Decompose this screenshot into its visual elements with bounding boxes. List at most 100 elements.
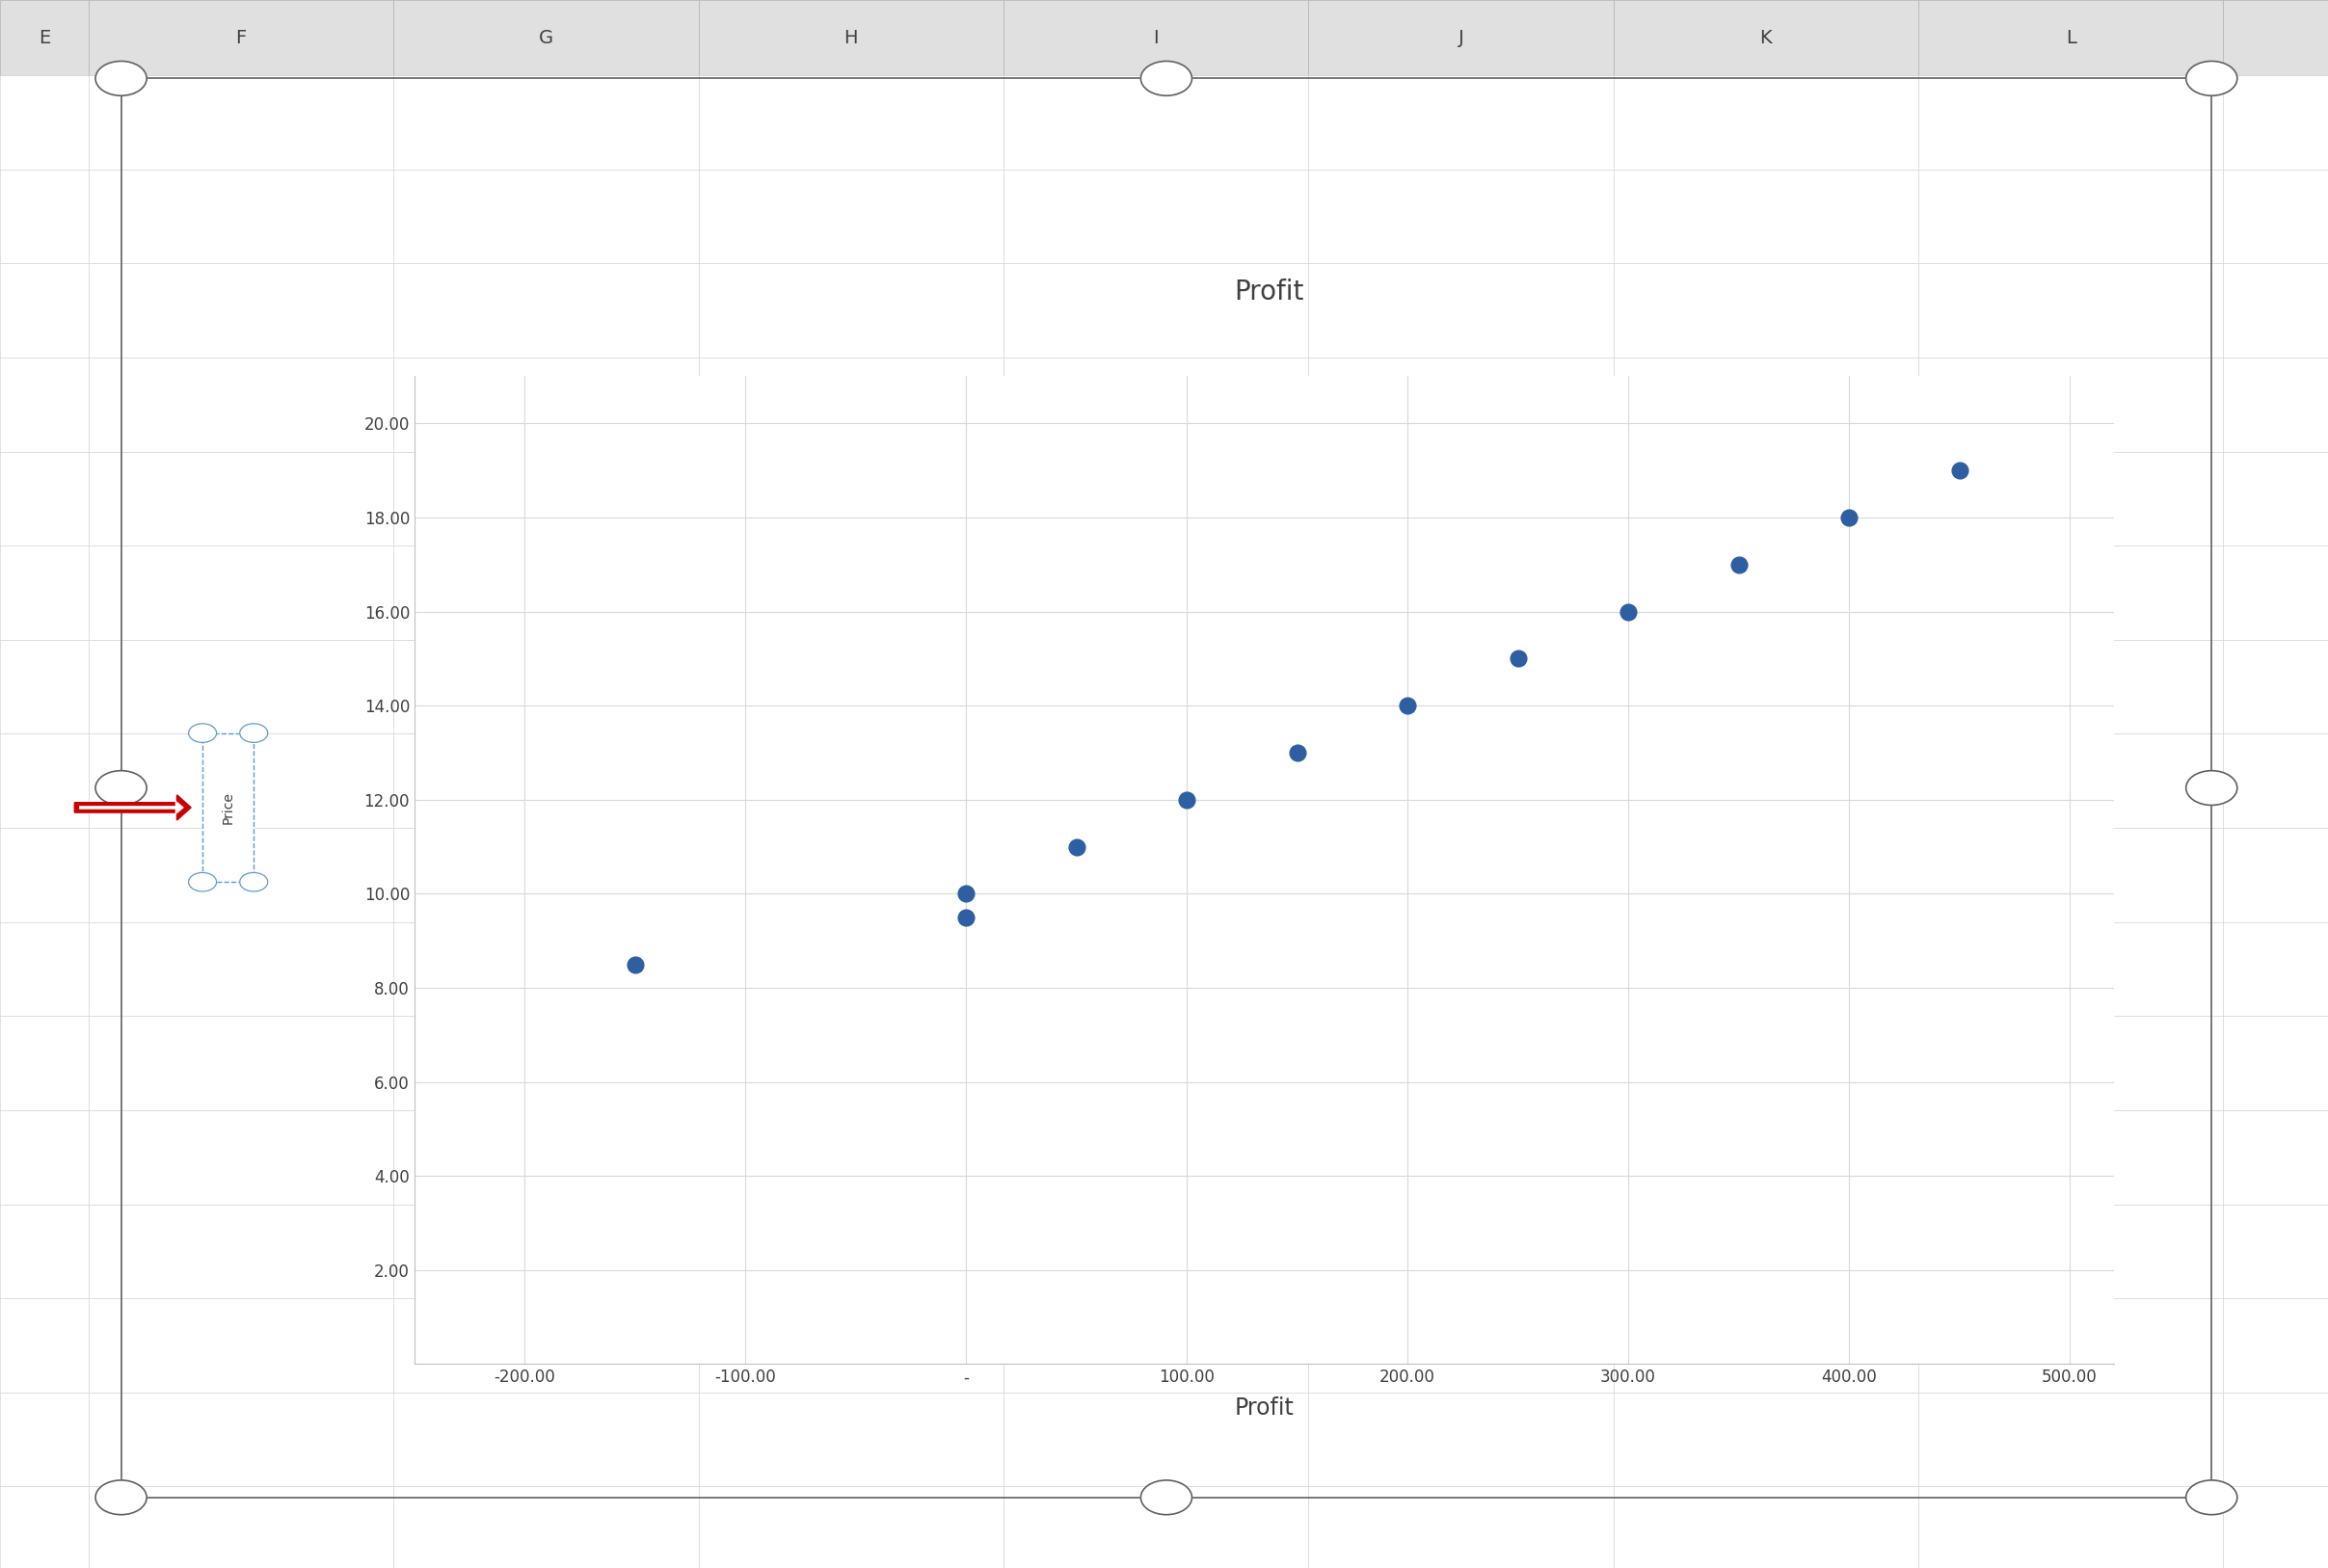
Point xyxy=(617,952,654,977)
Bar xyxy=(1308,169,1613,263)
Bar xyxy=(0,0,88,75)
FancyBboxPatch shape xyxy=(203,734,254,881)
Bar xyxy=(1003,1016,1308,1110)
Bar xyxy=(1003,75,1308,169)
Bar xyxy=(0,1486,88,1568)
Bar xyxy=(0,922,88,1016)
Bar xyxy=(698,922,1003,1016)
Bar xyxy=(1918,1392,2223,1486)
Bar xyxy=(1613,734,1918,828)
Bar xyxy=(698,1016,1003,1110)
Bar xyxy=(0,263,88,358)
Bar xyxy=(1613,922,1918,1016)
Bar xyxy=(2223,358,2328,452)
Text: K: K xyxy=(1760,28,1772,47)
Bar xyxy=(88,1486,393,1568)
Bar xyxy=(2223,263,2328,358)
Bar xyxy=(1003,0,1308,75)
Bar xyxy=(1003,734,1308,828)
Bar xyxy=(698,1298,1003,1392)
Bar xyxy=(2223,1016,2328,1110)
Bar xyxy=(1918,922,2223,1016)
Bar xyxy=(88,358,393,452)
Text: G: G xyxy=(538,28,554,47)
Bar xyxy=(1918,828,2223,922)
Point xyxy=(947,881,985,906)
Text: H: H xyxy=(843,28,859,47)
Bar xyxy=(393,1016,698,1110)
Point xyxy=(1720,552,1758,577)
Bar xyxy=(1003,640,1308,734)
Bar xyxy=(0,640,88,734)
Bar xyxy=(1003,452,1308,546)
Circle shape xyxy=(189,724,217,743)
Bar xyxy=(393,1392,698,1486)
Bar xyxy=(0,169,88,263)
Point xyxy=(1499,646,1536,671)
Bar xyxy=(2223,75,2328,169)
Bar xyxy=(88,263,393,358)
Bar xyxy=(698,640,1003,734)
Bar xyxy=(698,734,1003,828)
Point xyxy=(1390,693,1427,718)
Bar xyxy=(1918,169,2223,263)
Bar xyxy=(698,75,1003,169)
Point xyxy=(1169,787,1206,812)
Bar xyxy=(1003,1392,1308,1486)
Bar xyxy=(393,828,698,922)
Bar xyxy=(1308,1110,1613,1204)
Bar xyxy=(2223,1204,2328,1298)
Bar xyxy=(1003,1110,1308,1204)
Circle shape xyxy=(189,872,217,891)
Bar xyxy=(88,1204,393,1298)
Circle shape xyxy=(1141,1480,1192,1515)
Circle shape xyxy=(2186,1480,2237,1515)
Bar xyxy=(1308,75,1613,169)
Circle shape xyxy=(2186,771,2237,806)
Bar xyxy=(393,452,698,546)
Bar xyxy=(1918,640,2223,734)
Bar xyxy=(698,546,1003,640)
Bar xyxy=(2223,169,2328,263)
Circle shape xyxy=(240,724,268,743)
FancyArrowPatch shape xyxy=(79,801,184,814)
Text: J: J xyxy=(1457,28,1464,47)
Point xyxy=(1278,740,1315,765)
Bar xyxy=(1308,1392,1613,1486)
Bar xyxy=(1308,546,1613,640)
Bar xyxy=(698,1486,1003,1568)
Bar xyxy=(2223,1110,2328,1204)
Circle shape xyxy=(95,1480,147,1515)
Bar xyxy=(0,75,88,169)
Circle shape xyxy=(95,771,147,806)
Bar xyxy=(1308,1016,1613,1110)
Bar xyxy=(88,640,393,734)
Bar xyxy=(698,1110,1003,1204)
Bar xyxy=(88,1298,393,1392)
Bar xyxy=(1613,1204,1918,1298)
Bar xyxy=(2223,640,2328,734)
Bar xyxy=(1308,263,1613,358)
Bar xyxy=(393,1298,698,1392)
Bar xyxy=(2223,0,2328,75)
Bar xyxy=(393,0,698,75)
Circle shape xyxy=(1141,61,1192,96)
Text: F: F xyxy=(235,28,247,47)
Bar xyxy=(698,263,1003,358)
Bar xyxy=(1308,1204,1613,1298)
Bar xyxy=(88,1016,393,1110)
Bar xyxy=(393,1204,698,1298)
Bar xyxy=(698,169,1003,263)
Bar xyxy=(393,734,698,828)
Bar xyxy=(0,546,88,640)
Text: E: E xyxy=(37,28,51,47)
Point xyxy=(1942,458,1979,483)
Bar xyxy=(0,1110,88,1204)
Bar xyxy=(2223,734,2328,828)
Bar xyxy=(1003,1204,1308,1298)
Bar xyxy=(1308,922,1613,1016)
Bar xyxy=(1003,1298,1308,1392)
Bar xyxy=(88,828,393,922)
Bar xyxy=(0,452,88,546)
Bar xyxy=(698,1392,1003,1486)
